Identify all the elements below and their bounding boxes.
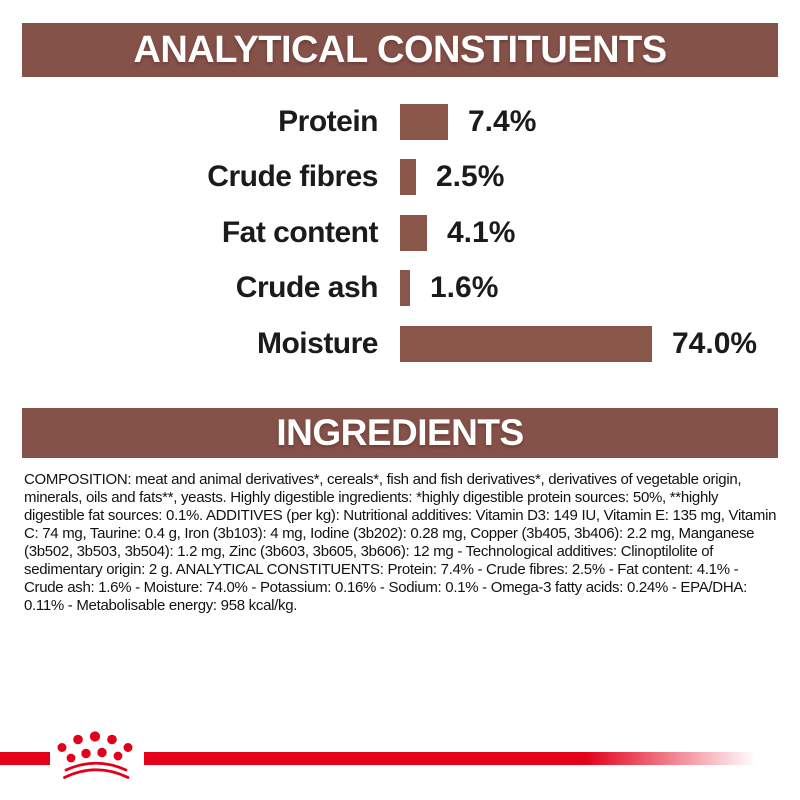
bar xyxy=(400,159,416,195)
bar-label: Fat content xyxy=(221,216,379,249)
chart-row: Crude ash 1.6% xyxy=(0,270,800,306)
bar-label: Crude fibres xyxy=(207,160,378,193)
chart-row: Crude fibres 2.5% xyxy=(0,159,800,195)
bar-value: 74.0% xyxy=(672,327,758,360)
red-divider-band-left xyxy=(0,752,50,765)
bar-label: Moisture xyxy=(256,327,379,360)
analytical-constituents-header: ANALYTICAL CONSTITUENTS xyxy=(22,23,778,77)
analytical-constituents-bar-chart: Protein 7.4% Crude fibres 2.5% Fat conte… xyxy=(0,104,800,362)
ingredients-composition-text: COMPOSITION: meat and animal derivatives… xyxy=(24,471,777,614)
chart-row: Protein 7.4% xyxy=(0,104,800,140)
bar-value: 4.1% xyxy=(447,216,516,249)
bar-label: Protein xyxy=(278,105,378,138)
royal-canin-crown-icon xyxy=(57,731,133,779)
bar-label: Crude ash xyxy=(235,271,379,304)
chart-row: Moisture 74.0% xyxy=(0,326,800,362)
bar xyxy=(400,104,448,140)
bar xyxy=(400,270,410,306)
bar-value: 2.5% xyxy=(436,160,505,193)
bar-value: 7.4% xyxy=(468,105,537,138)
bar xyxy=(400,215,427,251)
ingredients-header: INGREDIENTS xyxy=(22,408,778,458)
bar xyxy=(400,326,652,362)
chart-row: Fat content 4.1% xyxy=(0,215,800,251)
red-divider-band-right xyxy=(144,752,756,765)
bar-value: 1.6% xyxy=(430,271,499,304)
